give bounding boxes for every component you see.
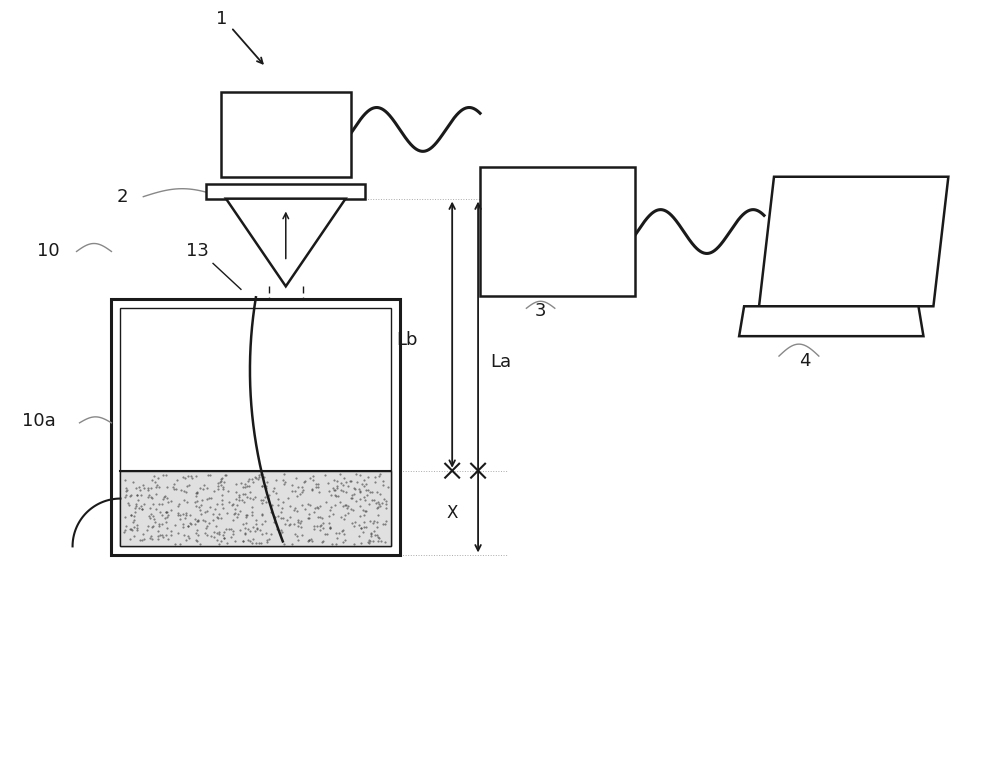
Text: Lb: Lb [397,330,418,349]
Bar [120,308,391,546]
Text: X: X [446,504,458,522]
Text: 3: 3 [535,302,546,320]
Bar [221,92,351,177]
Polygon shape [759,177,948,306]
Text: 1: 1 [216,11,227,28]
Bar [206,183,365,199]
Bar [111,299,400,556]
Text: 2: 2 [116,188,128,205]
Bar [120,470,391,546]
Text: 10: 10 [37,243,59,260]
Text: 13: 13 [186,243,209,260]
Text: 10a: 10a [22,412,56,430]
Text: 4: 4 [799,352,810,370]
Text: La: La [490,353,511,371]
Polygon shape [739,306,923,336]
Polygon shape [226,199,346,286]
Bar [480,167,635,296]
